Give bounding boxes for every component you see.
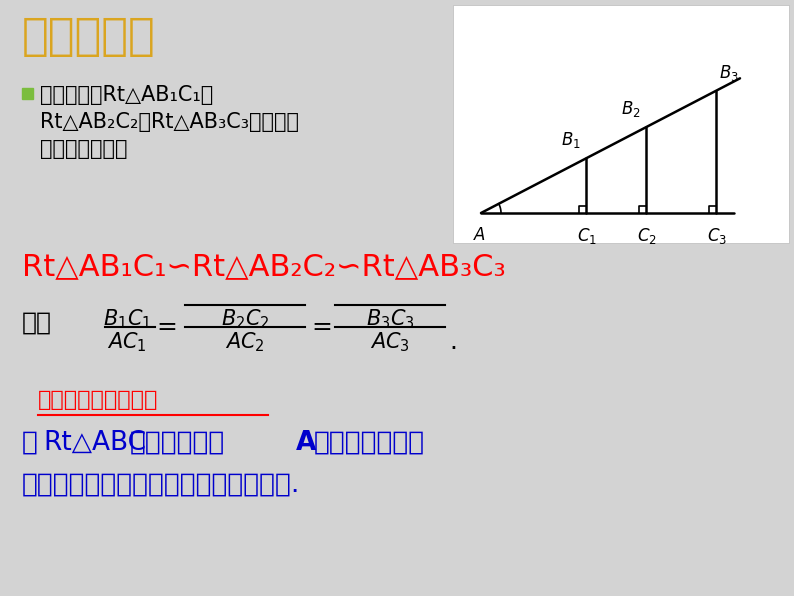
Text: 观察并思考: 观察并思考 — [22, 15, 156, 58]
Text: Rt△AB₁C₁∽Rt△AB₂C₂∽Rt△AB₃C₃: Rt△AB₁C₁∽Rt△AB₂C₂∽Rt△AB₃C₃ — [22, 252, 506, 281]
Text: $\mathbf{A}$: $\mathbf{A}$ — [295, 430, 318, 456]
Text: $C_1$: $C_1$ — [577, 226, 597, 246]
Text: $B_2$: $B_2$ — [622, 99, 641, 119]
Text: $C_3$: $C_3$ — [707, 226, 727, 246]
Text: Rt△ABC: Rt△ABC — [43, 430, 146, 456]
Text: $AC_3$: $AC_3$ — [370, 330, 410, 353]
Text: 在: 在 — [22, 430, 38, 456]
Text: 间有什么关系？: 间有什么关系？ — [40, 139, 128, 159]
Text: $=$: $=$ — [152, 313, 178, 337]
Text: 中，对于锐角: 中，对于锐角 — [130, 430, 225, 456]
Text: 从中你能发现什么？: 从中你能发现什么？ — [38, 390, 158, 410]
Text: $A$: $A$ — [473, 226, 487, 244]
Text: 观察图中的Rt△AB₁C₁、: 观察图中的Rt△AB₁C₁、 — [40, 85, 214, 105]
Text: 值，其对边与邻边的比值是惟一确定的.: 值，其对边与邻边的比值是惟一确定的. — [22, 472, 300, 498]
Text: $B_1$: $B_1$ — [561, 131, 581, 150]
Text: .: . — [449, 330, 457, 354]
Bar — [453, 5, 789, 243]
Text: $B_2C_2$: $B_2C_2$ — [221, 307, 269, 331]
Text: 的每一个确定的: 的每一个确定的 — [314, 430, 425, 456]
Text: $AC_2$: $AC_2$ — [225, 330, 265, 353]
Text: $B_3$: $B_3$ — [719, 63, 739, 83]
Bar — [22, 88, 33, 99]
Text: $B_1C_1$: $B_1C_1$ — [102, 307, 152, 331]
Text: Rt△AB₂C₂和Rt△AB₃C₃，它们之: Rt△AB₂C₂和Rt△AB₃C₃，它们之 — [40, 112, 299, 132]
Text: $C_2$: $C_2$ — [637, 226, 657, 246]
Text: $B_3C_3$: $B_3C_3$ — [365, 307, 414, 331]
Text: $=$: $=$ — [307, 313, 333, 337]
Text: $AC_1$: $AC_1$ — [107, 330, 147, 353]
Text: 所以: 所以 — [22, 311, 52, 335]
